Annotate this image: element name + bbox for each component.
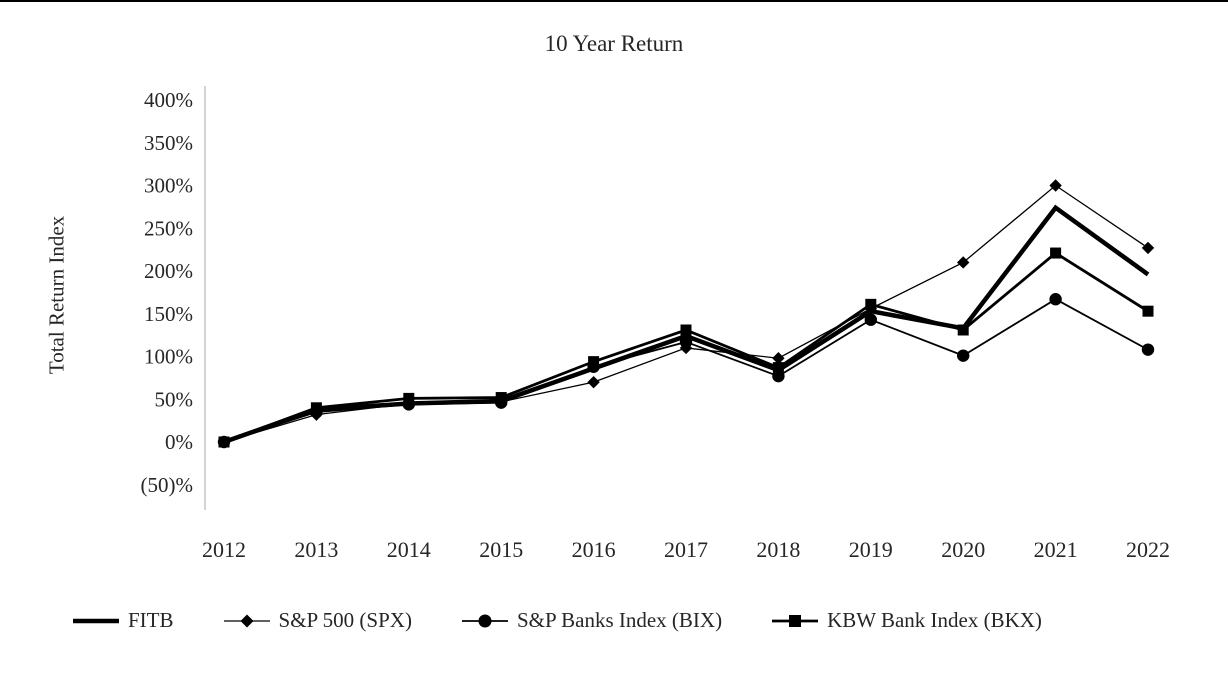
x-tick-label: 2018 — [756, 537, 800, 562]
y-tick-label: 250% — [144, 216, 193, 240]
x-tick-label: 2013 — [294, 537, 338, 562]
legend-label: KBW Bank Index (BKX) — [827, 608, 1042, 632]
x-tick-label: 2020 — [941, 537, 985, 562]
legend-item-sp-banks: S&P Banks Index (BIX) — [461, 608, 723, 633]
diamond-marker — [240, 614, 254, 627]
chart-title: 10 Year Return — [544, 31, 684, 56]
y-tick-label: 200% — [144, 259, 193, 283]
y-tick-label: 100% — [144, 345, 193, 369]
square-marker — [218, 436, 230, 448]
square-marker — [588, 356, 600, 368]
x-tick-label: 2014 — [387, 537, 431, 562]
x-tick-label: 2012 — [202, 537, 246, 562]
legend-swatch-diamond-marker — [223, 614, 270, 627]
square-marker — [680, 324, 692, 336]
square-marker — [957, 324, 969, 336]
circle-marker — [478, 614, 492, 627]
legend-item-sp500: S&P 500 (SPX) — [223, 608, 412, 633]
square-marker — [403, 392, 415, 404]
circle-marker — [1049, 293, 1062, 306]
diamond-marker — [772, 352, 785, 365]
square-marker — [1142, 305, 1154, 317]
circle-marker — [864, 313, 877, 326]
chart-legend: FITB S&P 500 (SPX) S&P Banks Index (BIX)… — [73, 608, 1042, 633]
x-tick-label: 2017 — [664, 537, 708, 562]
circle-marker — [679, 335, 693, 349]
legend-swatch-circle-marker — [461, 614, 508, 627]
legend-label: S&P 500 (SPX) — [278, 608, 412, 632]
y-tick-label: 400% — [144, 88, 193, 112]
diamond-marker — [587, 375, 600, 389]
y-tick-label: 0% — [165, 430, 193, 454]
top-divider-rule — [0, 0, 1228, 2]
square-marker — [772, 362, 784, 374]
y-tick-label: 50% — [155, 387, 194, 411]
x-tick-label: 2021 — [1034, 537, 1078, 562]
square-marker — [310, 402, 322, 414]
diamond-marker — [957, 256, 970, 269]
series-2 — [217, 293, 1155, 449]
x-tick-label: 2015 — [479, 537, 523, 562]
y-tick-label: 300% — [144, 174, 193, 198]
legend-item-fitb: FITB — [73, 608, 174, 633]
series-3 — [218, 247, 1154, 448]
x-axis-tick-labels: 2012 2013 2014 2015 2016 2017 2018 2019 2020 2021… — [202, 537, 1170, 562]
y-tick-label: 150% — [144, 302, 193, 326]
legend-swatch-square-marker — [772, 614, 819, 627]
legend-label: S&P Banks Index (BIX) — [516, 608, 723, 632]
legend-swatch-thick-line — [73, 618, 119, 623]
diamond-marker — [1049, 179, 1062, 192]
square-marker — [789, 614, 802, 627]
circle-marker — [957, 349, 970, 362]
square-marker — [1050, 247, 1062, 259]
circle-marker — [1141, 343, 1155, 356]
legend-label: FITB — [128, 608, 174, 632]
square-marker — [865, 298, 877, 310]
square-marker — [495, 392, 507, 404]
x-tick-label: 2016 — [572, 537, 616, 562]
legend-item-kbw: KBW Bank Index (BKX) — [772, 608, 1042, 633]
series-line — [223, 298, 1149, 443]
y-tick-label: (50)% — [141, 473, 193, 497]
y-tick-label: 350% — [144, 131, 193, 155]
x-tick-label: 2019 — [849, 537, 893, 562]
diamond-marker — [1141, 241, 1155, 255]
x-tick-label: 2022 — [1126, 537, 1170, 562]
y-axis-tick-labels: 400% 350% 300% 250% 200% 150% 100% 50% 0% (50)% — [141, 88, 193, 497]
